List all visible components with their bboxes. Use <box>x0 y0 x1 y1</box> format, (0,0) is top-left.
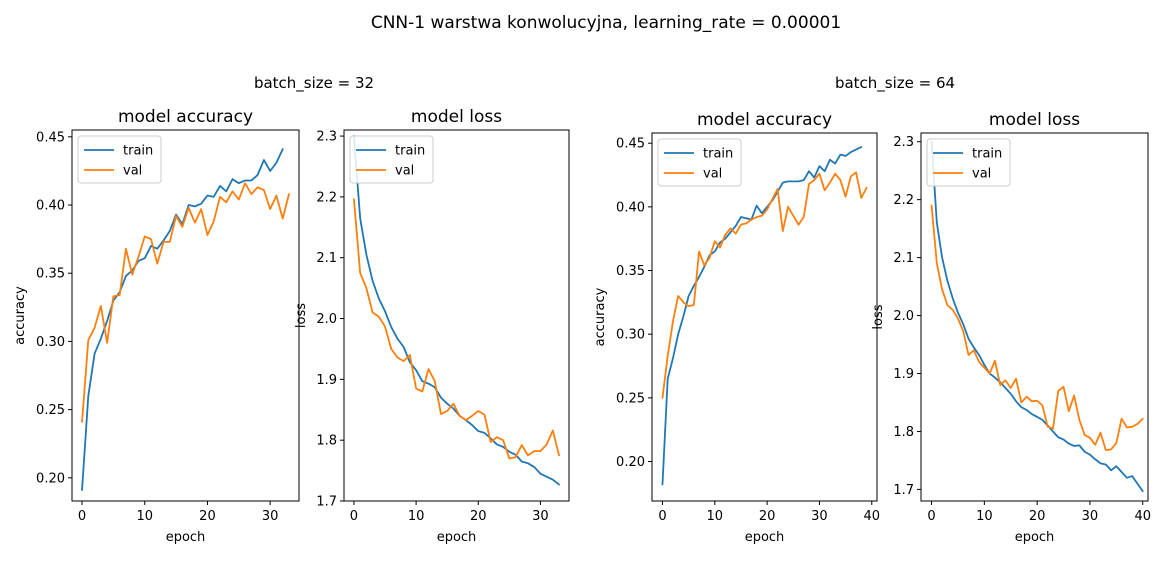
y-tick-label: 2.0 <box>893 309 914 324</box>
y-tick-label: 0.35 <box>36 267 65 282</box>
y-tick-label: 2.1 <box>316 251 337 266</box>
series-line-val-accuracy-64 <box>661 171 868 399</box>
y-tick-label: 0.20 <box>36 471 65 486</box>
legend-box <box>77 135 162 184</box>
x-tick-label: 30 <box>1082 509 1099 524</box>
y-tick-label: 0.45 <box>616 137 645 152</box>
y-tick-label: 2.3 <box>893 135 914 150</box>
x-tick-label: 20 <box>199 509 216 524</box>
legend-label-val: val <box>395 164 414 179</box>
legend-label-val: val <box>972 167 991 182</box>
series-line-train-accuracy-32 <box>81 148 284 491</box>
x-tick-label: 0 <box>927 509 935 524</box>
x-axis-label-loss-64: epoch <box>1015 530 1055 545</box>
loss-panel-batch-32: 0 10 20 30 1.7 1.8 1.9 2.0 2.1 2.2 2.3 model loss ep… <box>294 107 570 545</box>
x-tick-label: 30 <box>262 509 279 524</box>
x-tick-label: 20 <box>470 509 487 524</box>
series-line-val-loss-64 <box>930 204 1144 451</box>
legend-box <box>349 135 434 184</box>
legend-accuracy-64: train val <box>657 138 742 187</box>
x-tick-label: 20 <box>1029 509 1046 524</box>
axes-title-accuracy-32: model accuracy <box>118 107 253 127</box>
y-tick-label: 1.7 <box>316 495 337 510</box>
accuracy-panel-batch-64: 0 10 20 30 40 0.20 0.25 0.30 0.35 0.40 0.45 model a… <box>593 110 880 545</box>
y-tick-label: 2.0 <box>316 312 337 327</box>
x-tick-label: 10 <box>136 509 153 524</box>
y-tick-label: 0.30 <box>616 328 645 343</box>
group-title-batch-64: batch_size = 64 <box>835 74 955 93</box>
x-tick-label: 10 <box>976 509 993 524</box>
x-tick-label: 10 <box>707 509 724 524</box>
x-tick-label: 30 <box>532 509 549 524</box>
y-axis-label-loss-64: loss <box>871 304 886 329</box>
y-tick-label: 1.9 <box>893 367 914 382</box>
legend-box <box>657 138 742 187</box>
legend-box <box>926 138 1011 187</box>
series-line-train-loss-32 <box>353 135 560 486</box>
legend-label-val: val <box>123 164 142 179</box>
legend-label-val: val <box>703 167 722 182</box>
legend-loss-32: train val <box>349 135 434 184</box>
plot-frame-loss-32 <box>343 129 570 502</box>
x-tick-label: 10 <box>408 509 425 524</box>
x-tick-label: 20 <box>759 509 776 524</box>
y-tick-label: 0.30 <box>36 335 65 350</box>
axes-title-accuracy-64: model accuracy <box>697 110 832 130</box>
y-tick-label: 2.2 <box>316 190 337 205</box>
y-tick-label: 0.40 <box>36 199 65 214</box>
plot-frame-loss-64 <box>920 132 1149 502</box>
y-axis-label-accuracy-32: accuracy <box>13 286 28 345</box>
x-axis-label-accuracy-32: epoch <box>166 530 206 545</box>
y-axis-label-accuracy-64: accuracy <box>593 287 608 346</box>
y-tick-label: 0.25 <box>616 391 645 406</box>
legend-accuracy-32: train val <box>77 135 162 184</box>
legend-label-train: train <box>972 147 1002 162</box>
y-tick-label: 0.40 <box>616 200 645 215</box>
x-axis-label-loss-32: epoch <box>437 530 477 545</box>
plot-frame-accuracy-64 <box>651 132 878 502</box>
y-tick-label: 2.1 <box>893 251 914 266</box>
y-tick-label: 0.20 <box>616 455 645 470</box>
plot-frame-accuracy-32 <box>71 129 300 502</box>
y-tick-label: 0.35 <box>616 264 645 279</box>
group-title-batch-32: batch_size = 32 <box>254 74 374 93</box>
axes-title-loss-32: model loss <box>411 107 502 127</box>
figure-title: CNN-1 warstwa konwolucyjna, learning_rat… <box>371 13 841 33</box>
legend-label-train: train <box>703 147 733 162</box>
axes-title-loss-64: model loss <box>989 110 1080 130</box>
x-tick-label: 30 <box>811 509 828 524</box>
x-tick-label: 0 <box>78 509 86 524</box>
y-tick-label: 2.3 <box>316 130 337 145</box>
accuracy-panel-batch-32: 0 10 20 30 0.20 0.25 0.30 0.35 0.40 0.45 model acc… <box>13 107 300 545</box>
loss-panel-batch-64: 0 10 20 30 40 1.7 1.8 1.9 2.0 2.1 2.2 2.3 model loss… <box>871 110 1151 545</box>
y-tick-label: 0.45 <box>36 130 65 145</box>
y-tick-label: 1.9 <box>316 373 337 388</box>
x-tick-label: 0 <box>350 509 358 524</box>
y-axis-label-loss-32: loss <box>294 303 309 328</box>
y-tick-label: 2.2 <box>893 193 914 208</box>
series-line-val-loss-32 <box>353 198 560 460</box>
x-tick-label: 40 <box>863 509 880 524</box>
series-line-train-loss-64 <box>930 140 1144 493</box>
y-tick-label: 1.8 <box>893 425 914 440</box>
x-tick-label: 40 <box>1134 509 1151 524</box>
legend-loss-64: train val <box>926 138 1011 187</box>
legend-label-train: train <box>123 144 153 159</box>
y-tick-label: 1.7 <box>893 483 914 498</box>
series-line-val-accuracy-32 <box>81 182 290 423</box>
x-axis-label-accuracy-64: epoch <box>745 530 785 545</box>
y-tick-label: 0.25 <box>36 403 65 418</box>
series-line-train-accuracy-64 <box>661 146 863 486</box>
legend-label-train: train <box>395 144 425 159</box>
y-tick-label: 1.8 <box>316 434 337 449</box>
x-tick-label: 0 <box>658 509 666 524</box>
